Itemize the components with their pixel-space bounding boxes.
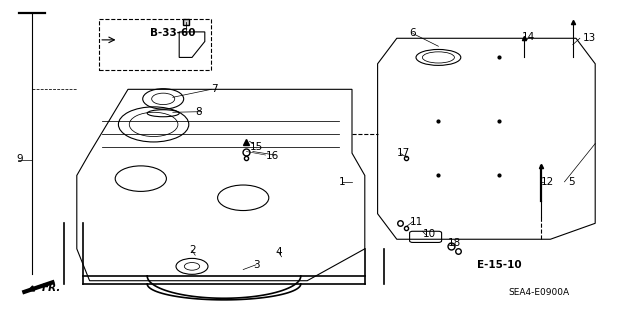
Text: 2: 2 [189, 245, 195, 256]
Text: 7: 7 [211, 84, 218, 94]
Text: 17: 17 [397, 148, 410, 158]
Text: 9: 9 [16, 154, 22, 165]
Text: 6: 6 [410, 28, 416, 39]
Text: 12: 12 [541, 177, 554, 187]
Text: B-33-60: B-33-60 [150, 28, 196, 39]
Text: 5: 5 [568, 177, 575, 187]
Text: E-15-10: E-15-10 [477, 260, 522, 271]
Text: 15: 15 [250, 142, 263, 152]
Text: 10: 10 [422, 229, 436, 240]
Text: 18: 18 [448, 238, 461, 248]
Text: 1: 1 [339, 177, 346, 187]
Text: 13: 13 [582, 33, 596, 43]
Text: 8: 8 [195, 107, 202, 117]
Text: 3: 3 [253, 260, 259, 271]
Text: SEA4-E0900A: SEA4-E0900A [509, 288, 570, 297]
Text: 4: 4 [275, 247, 282, 257]
Text: FR.: FR. [42, 283, 61, 293]
Text: 14: 14 [522, 32, 535, 42]
Text: 16: 16 [266, 151, 279, 161]
Text: 11: 11 [410, 217, 423, 227]
